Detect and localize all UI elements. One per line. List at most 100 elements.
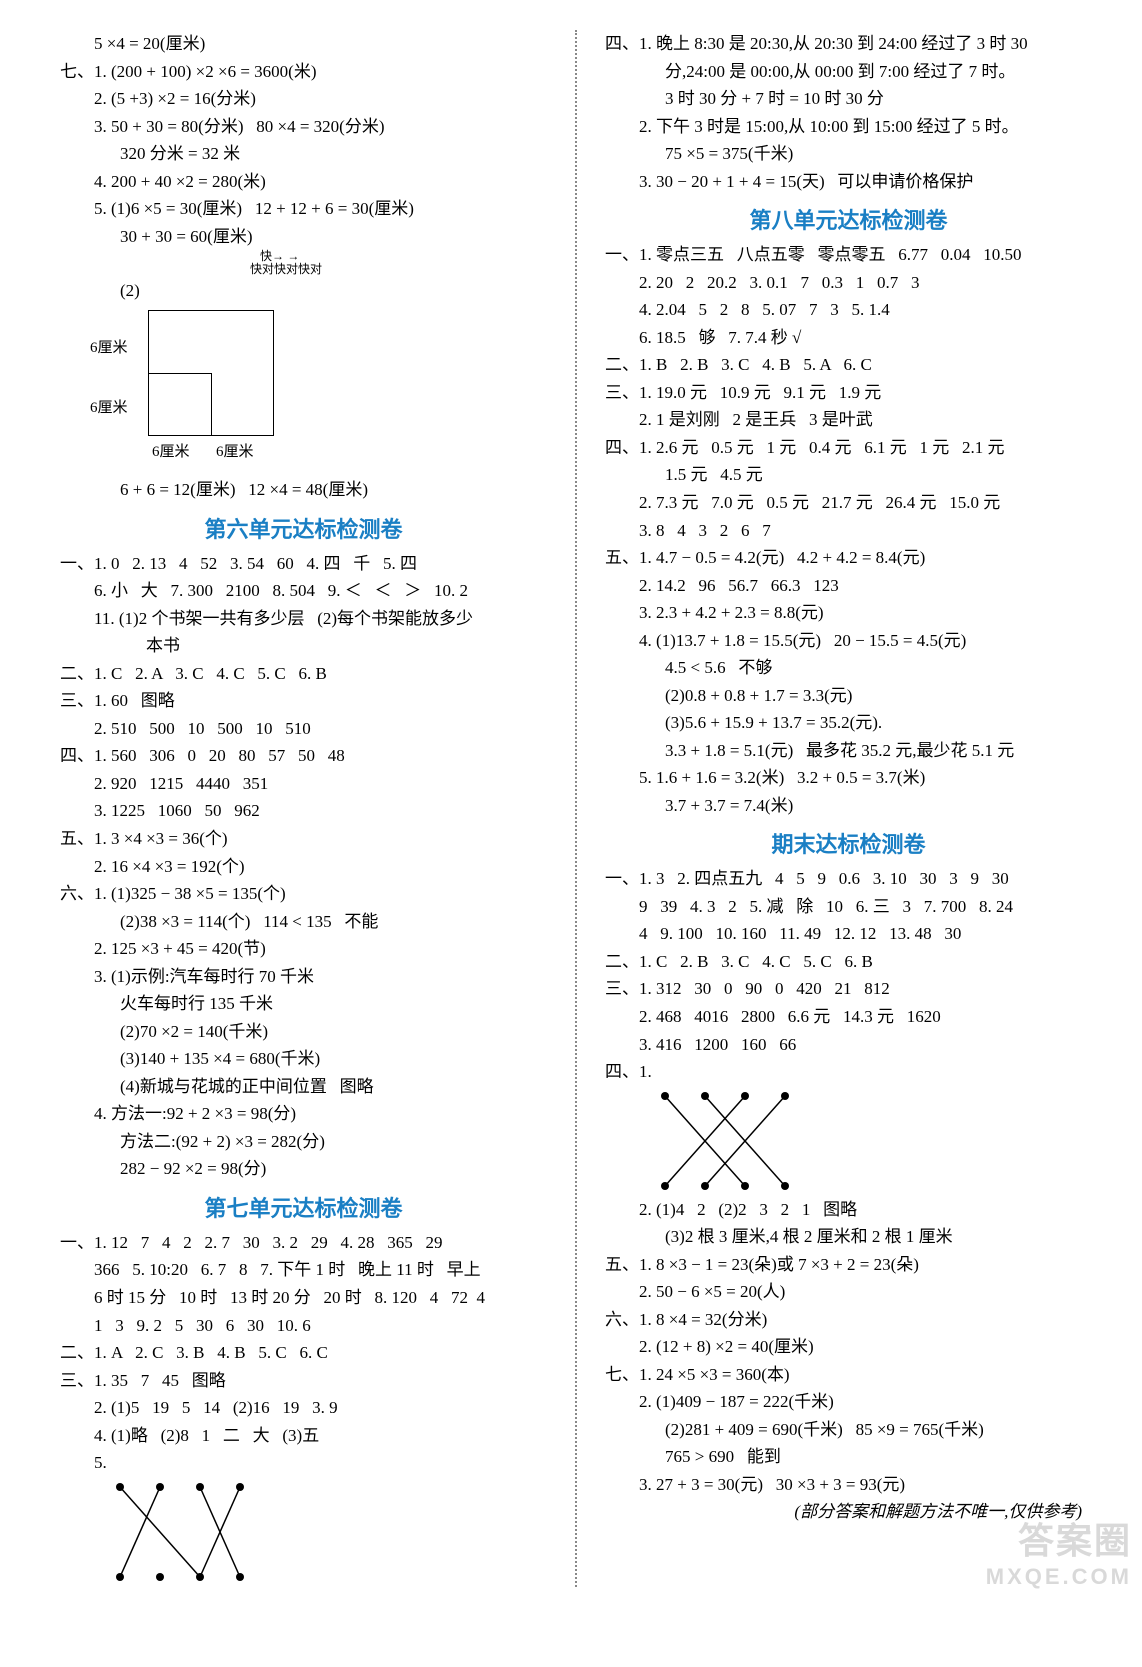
answer-line: 3.3 + 1.8 = 5.1(元) 最多花 35.2 元,最少花 5.1 元 xyxy=(605,737,1092,765)
answer-line: 三、1. 19.0 元 10.9 元 9.1 元 1.9 元 xyxy=(605,379,1092,407)
answer-line: 3. 27 + 3 = 30(元) 30 ×3 + 3 = 93(元) xyxy=(605,1471,1092,1499)
answer-line: 3. 1225 1060 50 962 xyxy=(60,797,547,825)
answer-line: (3)5.6 + 15.9 + 13.7 = 35.2(元). xyxy=(605,709,1092,737)
answer-line: 六、1. (1)325 − 38 ×5 = 135(个) xyxy=(60,880,547,908)
answer-line: 方法二:(92 + 2) ×3 = 282(分) xyxy=(60,1128,547,1156)
answer-line: 5 ×4 = 20(厘米) xyxy=(60,30,547,58)
answer-line: 4 9. 100 10. 160 11. 49 12. 12 13. 48 30 xyxy=(605,920,1092,948)
answer-line: 2. (1)409 − 187 = 222(千米) xyxy=(605,1388,1092,1416)
square-label: 6厘米 xyxy=(90,396,128,417)
answer-line: 一、1. 3 2. 四点五九 4 5 9 0.6 3. 10 30 3 9 30 xyxy=(605,865,1092,893)
answer-line: 6 时 15 分 10 时 13 时 20 分 20 时 8. 120 4 72… xyxy=(60,1284,547,1312)
answer-line: 2. 14.2 96 56.7 66.3 123 xyxy=(605,572,1092,600)
answer-line: 320 分米 = 32 米 xyxy=(60,140,547,168)
answer-line: 765 > 690 能到 xyxy=(605,1443,1092,1471)
answer-line: 4. 2.04 5 2 8 5. 07 7 3 5. 1.4 xyxy=(605,296,1092,324)
matching-diagram xyxy=(645,1086,815,1196)
arrow-annotation: 快→ →快对快对快对 xyxy=(60,250,547,276)
section-heading: 第七单元达标检测卷 xyxy=(60,1191,547,1223)
answer-line: 2. (1)5 19 5 14 (2)16 19 3. 9 xyxy=(60,1394,547,1422)
answer-line: 2. 920 1215 4440 351 xyxy=(60,770,547,798)
answer-line: 2. 下午 3 时是 15:00,从 10:00 到 15:00 经过了 5 时… xyxy=(605,113,1092,141)
answer-line: 二、1. B 2. B 3. C 4. B 5. A 6. C xyxy=(605,351,1092,379)
answer-line: 二、1. C 2. A 3. C 4. C 5. C 6. B xyxy=(60,660,547,688)
answer-line: 4. (1)13.7 + 1.8 = 15.5(元) 20 − 15.5 = 4… xyxy=(605,627,1092,655)
answer-line: (2)0.8 + 0.8 + 1.7 = 3.3(元) xyxy=(605,682,1092,710)
answer-line: (2) xyxy=(60,277,547,305)
answer-line: 2. 510 500 10 500 10 510 xyxy=(60,715,547,743)
square-label: 6厘米 xyxy=(90,336,128,357)
section-heading: 第六单元达标检测卷 xyxy=(60,512,547,544)
answer-line: 七、1. (200 + 100) ×2 ×6 = 3600(米) xyxy=(60,58,547,86)
answer-line: 2. 1 是刘刚 2 是王兵 3 是叶武 xyxy=(605,406,1092,434)
section-heading: 第八单元达标检测卷 xyxy=(605,203,1092,235)
answer-line: 四、1. 晚上 8:30 是 20:30,从 20:30 到 24:00 经过了… xyxy=(605,30,1092,58)
answer-line: 五、1. 8 ×3 − 1 = 23(朵)或 7 ×3 + 2 = 23(朵) xyxy=(605,1251,1092,1279)
answer-line: 三、1. 35 7 45 图略 xyxy=(60,1367,547,1395)
footnote: (部分答案和解题方法不唯一,仅供参考) xyxy=(605,1498,1092,1526)
answer-line: 五、1. 3 ×4 ×3 = 36(个) xyxy=(60,825,547,853)
answer-line: 3.7 + 3.7 = 7.4(米) xyxy=(605,792,1092,820)
answer-line: 6. 18.5 够 7. 7.4 秒 √ xyxy=(605,324,1092,352)
answer-line: 分,24:00 是 00:00,从 00:00 到 7:00 经过了 7 时。 xyxy=(605,58,1092,86)
answer-line: 3. 416 1200 160 66 xyxy=(605,1031,1092,1059)
answer-line: 3. 8 4 3 2 6 7 xyxy=(605,517,1092,545)
answer-line: (2)70 ×2 = 140(千米) xyxy=(60,1018,547,1046)
answer-line: 1 3 9. 2 5 30 6 30 10. 6 xyxy=(60,1312,547,1340)
answer-line: 282 − 92 ×2 = 98(分) xyxy=(60,1155,547,1183)
column-divider xyxy=(575,30,577,1587)
answer-line: 11. (1)2 个书架一共有多少层 (2)每个书架能放多少 xyxy=(60,605,547,633)
answer-line: 4.5 < 5.6 不够 xyxy=(605,654,1092,682)
answer-line: 2. (1)4 2 (2)2 3 2 1 图略 xyxy=(605,1196,1092,1224)
answer-line: 六、1. 8 ×4 = 32(分米) xyxy=(605,1306,1092,1334)
answer-line: 2. (5 +3) ×2 = 16(分米) xyxy=(60,85,547,113)
page: 5 ×4 = 20(厘米)七、1. (200 + 100) ×2 ×6 = 36… xyxy=(0,0,1142,1667)
answer-line: 四、1. xyxy=(605,1058,1092,1086)
answer-line: 75 ×5 = 375(千米) xyxy=(605,140,1092,168)
answer-line: 一、1. 12 7 4 2 2. 7 30 3. 2 29 4. 28 365 … xyxy=(60,1229,547,1257)
answer-line: (3)2 根 3 厘米,4 根 2 厘米和 2 根 1 厘米 xyxy=(605,1223,1092,1251)
answer-line: 三、1. 312 30 0 90 0 420 21 812 xyxy=(605,975,1092,1003)
answer-line: (2)281 + 409 = 690(千米) 85 ×9 = 765(千米) xyxy=(605,1416,1092,1444)
answer-line: 5. xyxy=(60,1449,547,1477)
answer-line: 4. (1)略 (2)8 1 二 大 (3)五 xyxy=(60,1422,547,1450)
answer-line: 2. 50 − 6 ×5 = 20(人) xyxy=(605,1278,1092,1306)
answer-line: 4. 200 + 40 ×2 = 280(米) xyxy=(60,168,547,196)
right-column: 四、1. 晚上 8:30 是 20:30,从 20:30 到 24:00 经过了… xyxy=(605,30,1092,1587)
answer-line: 四、1. 2.6 元 0.5 元 1 元 0.4 元 6.1 元 1 元 2.1… xyxy=(605,434,1092,462)
answer-line: 七、1. 24 ×5 ×3 = 360(本) xyxy=(605,1361,1092,1389)
matching-diagram xyxy=(100,1477,270,1587)
answer-line: 3. (1)示例:汽车每时行 70 千米 xyxy=(60,963,547,991)
answer-line: 一、1. 零点三五 八点五零 零点零五 6.77 0.04 10.50 xyxy=(605,241,1092,269)
answer-line: 3. 50 + 30 = 80(分米) 80 ×4 = 320(分米) xyxy=(60,113,547,141)
answer-line: (2)38 ×3 = 114(个) 114 < 135 不能 xyxy=(60,908,547,936)
answer-line: 本书 xyxy=(60,632,547,660)
answer-line: 366 5. 10:20 6. 7 8 7. 下午 1 时 晚上 11 时 早上 xyxy=(60,1256,547,1284)
answer-line: 6. 小 大 7. 300 2100 8. 504 9. ＜ ＜ ＞ 10. 2 xyxy=(60,577,547,605)
square-label: 6厘米 xyxy=(216,440,254,461)
answer-line: 三、1. 60 图略 xyxy=(60,687,547,715)
answer-line: 二、1. A 2. C 3. B 4. B 5. C 6. C xyxy=(60,1339,547,1367)
answer-line: 5. (1)6 ×5 = 30(厘米) 12 + 12 + 6 = 30(厘米) xyxy=(60,195,547,223)
answer-line: 5. 1.6 + 1.6 = 3.2(米) 3.2 + 0.5 = 3.7(米) xyxy=(605,764,1092,792)
answer-line: 1.5 元 4.5 元 xyxy=(605,461,1092,489)
answer-line: 4. 方法一:92 + 2 ×3 = 98(分) xyxy=(60,1100,547,1128)
section-heading: 期末达标检测卷 xyxy=(605,827,1092,859)
answer-line: 四、1. 560 306 0 20 80 57 50 48 xyxy=(60,742,547,770)
answer-line: 30 + 30 = 60(厘米) xyxy=(60,223,547,251)
answer-line: 2. 20 2 20.2 3. 0.1 7 0.3 1 0.7 3 xyxy=(605,269,1092,297)
answer-line: 9 39 4. 3 2 5. 减 除 10 6. 三 3 7. 700 8. 2… xyxy=(605,893,1092,921)
square-label: 6厘米 xyxy=(152,440,190,461)
answer-line: 2. (12 + 8) ×2 = 40(厘米) xyxy=(605,1333,1092,1361)
answer-line: 2. 125 ×3 + 45 = 420(节) xyxy=(60,935,547,963)
answer-line: 2. 16 ×4 ×3 = 192(个) xyxy=(60,853,547,881)
answer-line: 3. 2.3 + 4.2 + 2.3 = 8.8(元) xyxy=(605,599,1092,627)
left-column: 5 ×4 = 20(厘米)七、1. (200 + 100) ×2 ×6 = 36… xyxy=(60,30,547,1587)
answer-line: (3)140 + 135 ×4 = 680(千米) xyxy=(60,1045,547,1073)
answer-line: 2. 7.3 元 7.0 元 0.5 元 21.7 元 26.4 元 15.0 … xyxy=(605,489,1092,517)
answer-line: 火车每时行 135 千米 xyxy=(60,990,547,1018)
answer-line: (4)新城与花城的正中间位置 图略 xyxy=(60,1073,547,1101)
answer-line: 二、1. C 2. B 3. C 4. C 5. C 6. B xyxy=(605,948,1092,976)
square-diagram: 6厘米6厘米6厘米6厘米 xyxy=(130,310,290,470)
answer-line: 一、1. 0 2. 13 4 52 3. 54 60 4. 四 千 5. 四 xyxy=(60,550,547,578)
